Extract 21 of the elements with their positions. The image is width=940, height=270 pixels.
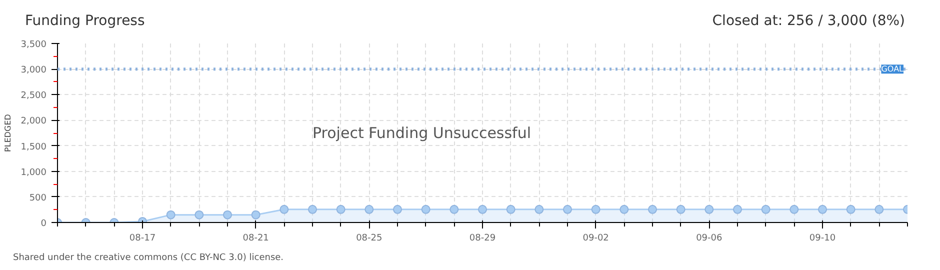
- text: Shared under the creative commons (CC BY-NC 3.0) license.: [12, 252, 284, 265]
- y-tick-label: 3,500: [20, 40, 47, 50]
- x-tick-label: 08-25: [356, 234, 382, 244]
- y-tick-label: 1,000: [20, 168, 47, 178]
- x-tick-label: 09-10: [809, 234, 836, 244]
- y-axis-title: PLEDGED: [4, 114, 13, 152]
- x-tick-label: 08-29: [469, 234, 496, 244]
- x-tick-label: 08-21: [242, 234, 269, 244]
- y-tick-label: 2,500: [20, 91, 47, 102]
- y-tick-label: 3,000: [20, 66, 47, 76]
- x-tick-label: 09-02: [582, 234, 609, 244]
- y-tick-label: 2,000: [20, 116, 47, 127]
- y-tick-label: 500: [29, 193, 47, 204]
- x-tick-label: 09-06: [696, 234, 723, 244]
- ref-line-label: GOAL: [881, 64, 904, 74]
- chart-title: Funding Progress: [25, 12, 145, 31]
- x-tick-label: 08-17: [129, 234, 156, 244]
- y-tick-label: 1,500: [20, 142, 47, 152]
- annotation: Project Funding Unsuccessful: [312, 124, 532, 142]
- chart-subtitle: Closed at: 256 / 3,000 (8%): [712, 12, 905, 31]
- y-tick-label: 0: [40, 219, 47, 229]
